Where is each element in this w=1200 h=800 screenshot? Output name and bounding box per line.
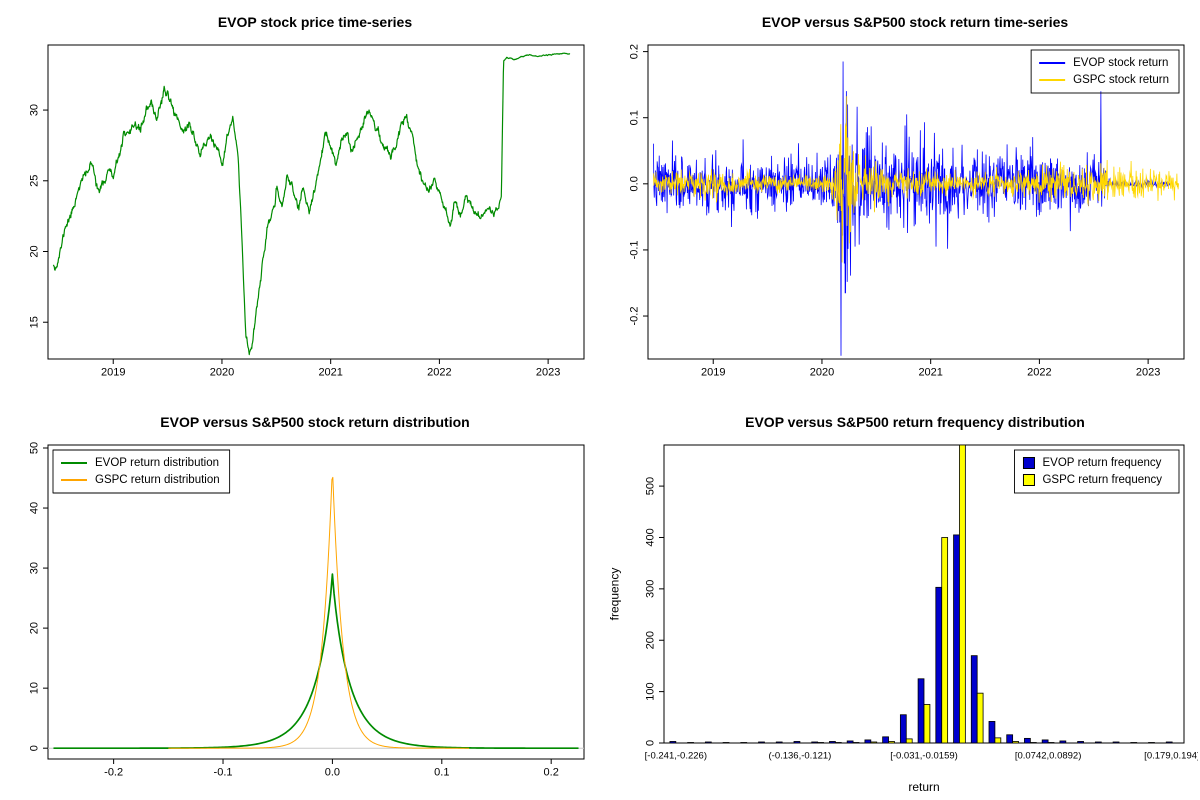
return-chart-canvas bbox=[602, 37, 1198, 399]
return-chart-title: EVOP versus S&P500 stock return time-ser… bbox=[761, 14, 1069, 30]
figure-return-timeseries: EVOP versus S&P500 stock return time-ser… bbox=[600, 0, 1200, 400]
histogram-chart-title: EVOP versus S&P500 return frequency dist… bbox=[745, 414, 1085, 430]
histogram-chart-canvas bbox=[602, 437, 1198, 799]
figure-price-timeseries: EVOP stock price time-series bbox=[0, 0, 600, 400]
density-chart-canvas bbox=[2, 437, 598, 799]
figure-return-frequency: EVOP versus S&P500 return frequency dist… bbox=[600, 400, 1200, 800]
price-chart-canvas bbox=[2, 37, 598, 399]
figure-return-distribution: EVOP versus S&P500 stock return distribu… bbox=[0, 400, 600, 800]
price-chart-title: EVOP stock price time-series bbox=[217, 14, 413, 30]
density-chart-title: EVOP versus S&P500 stock return distribu… bbox=[160, 414, 470, 430]
